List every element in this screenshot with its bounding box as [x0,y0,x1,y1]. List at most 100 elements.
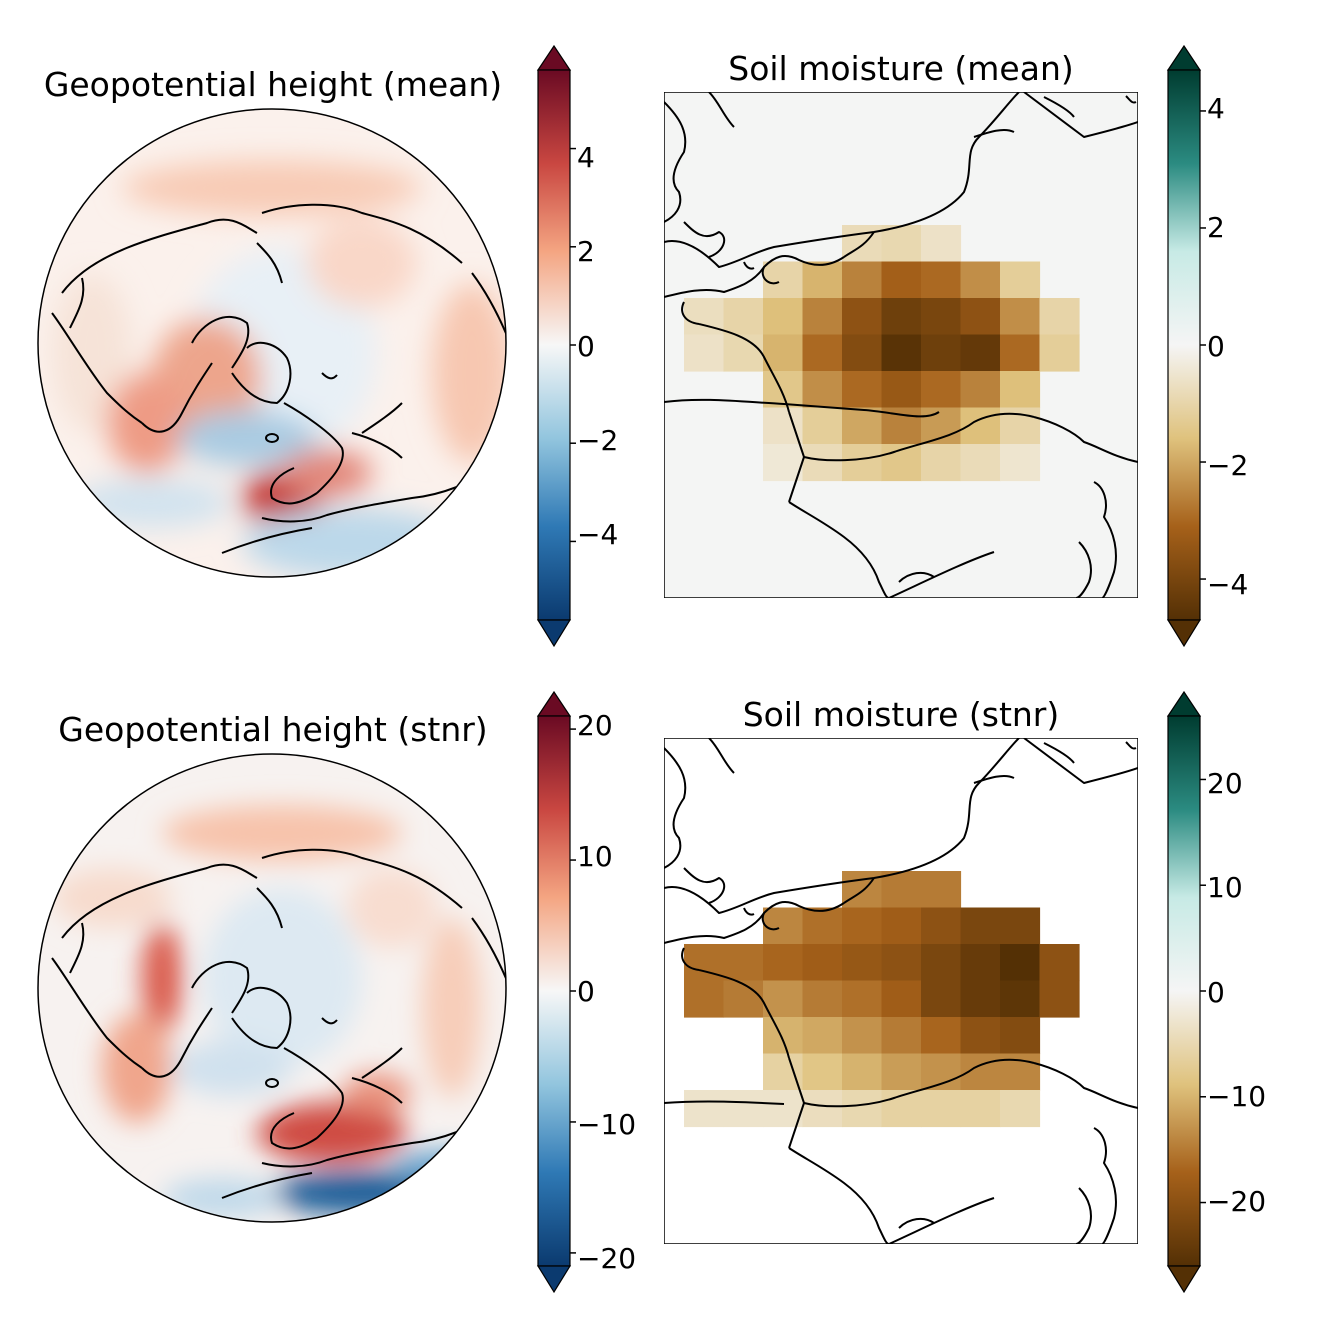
soil-grid-cell [763,407,804,445]
soil-grid-cell [1000,907,1041,945]
panel-title-soil-mean: Soil moisture (mean) [728,49,1074,88]
soil-grid-cell [763,980,804,1018]
colorbar-tick-label: −4 [577,518,619,551]
colorbar-geopotential-stnr [536,690,576,1294]
soil-grid-cell [802,907,843,945]
soil-grid-cell [1000,371,1041,409]
soil-grid-cell [802,980,843,1018]
soil-grid-cell [881,944,922,982]
soil-grid-cell [684,1090,725,1128]
soil-grid-cell [802,1017,843,1055]
soil-grid-cell [921,298,962,336]
soil-grid-cell [1000,944,1041,982]
soil-grid-cell [723,1090,764,1128]
soil-grid-cell [921,261,962,299]
soil-grid-cell [763,1017,804,1055]
colorbar-extend-top [1166,690,1202,717]
soil-grid-cell [802,261,843,299]
france-map-soil-stnr [664,738,1138,1244]
colorbar-tick-label: 20 [1207,767,1243,800]
colorbar-tick-label: 2 [1207,211,1225,244]
colorbar-tick-label: 0 [1207,330,1225,363]
soil-grid-cell [842,225,883,263]
soil-grid-cell [763,1053,804,1091]
colorbar-extend-bottom [536,1265,572,1294]
soil-grid-cell [842,444,883,482]
colorbar-fill [537,69,571,621]
soil-grid-cell [723,334,764,372]
soil-grid-cell [1039,334,1080,372]
soil-grid-cell [1039,298,1080,336]
soil-grid-cell [763,334,804,372]
soil-grid-cell [960,980,1001,1018]
soil-grid-cell [881,1017,922,1055]
soil-grid-cell [881,1053,922,1091]
soil-grid-cell [1000,334,1041,372]
colorbar-tick-label: 10 [1207,871,1243,904]
polar-map-geopotential-mean [37,108,507,578]
colorbar-fill [1167,715,1201,1267]
soil-grid-cell [684,334,725,372]
soil-grid-cell [802,1090,843,1128]
soil-grid-cell [921,944,962,982]
colorbar-tick-label: 0 [1207,976,1225,1009]
colorbar-tick-label: −20 [577,1242,637,1275]
soil-grid-cell [763,907,804,945]
soil-grid-cell [881,871,922,909]
soil-grid-cell [960,261,1001,299]
soil-grid-cell [921,225,962,263]
soil-grid-cell [881,980,922,1018]
colorbar-tick-label: 4 [1207,92,1225,125]
soil-grid-stnr [684,871,1080,1128]
soil-grid-cell [842,261,883,299]
soil-grid-cell [842,1053,883,1091]
soil-grid-cell [881,371,922,409]
colorbar-tick-label: −10 [1207,1080,1267,1113]
soil-grid-cell [763,298,804,336]
soil-grid-cell [802,298,843,336]
soil-grid-cell [842,371,883,409]
soil-grid-cell [960,1017,1001,1055]
soil-grid-cell [921,334,962,372]
soil-grid-cell [842,334,883,372]
panel-title-geopotential-mean: Geopotential height (mean) [43,65,503,104]
colorbar-tick-label: 0 [577,330,595,363]
soil-grid-cell [881,907,922,945]
soil-grid-cell [842,298,883,336]
soil-grid-cell [921,444,962,482]
soil-grid-cell [1000,298,1041,336]
soil-grid-cell [723,298,764,336]
soil-grid-cell [1039,944,1080,982]
soil-grid-cell [921,907,962,945]
soil-grid-cell [763,371,804,409]
colorbar-extend-bottom [1166,619,1202,648]
soil-grid-cell [842,944,883,982]
soil-grid-cell [960,944,1001,982]
panel-title-geopotential-stnr: Geopotential height (stnr) [58,710,488,749]
soil-grid-cell [802,371,843,409]
colorbar-tick-label: 10 [577,840,613,873]
colorbar-tick-label: −2 [1207,449,1249,482]
soil-grid-cell [802,444,843,482]
soil-grid-cell [921,1017,962,1055]
colorbar-tick-label: −4 [1207,568,1249,601]
soil-grid-cell [763,1090,804,1128]
soil-grid-cell [881,334,922,372]
colorbar-fill [1167,69,1201,621]
soil-grid-cell [1000,1090,1041,1128]
soil-grid-cell [723,980,764,1018]
colorbar-tick-label: −2 [577,424,619,457]
soil-grid-cell [960,444,1001,482]
soil-grid-cell [1000,1017,1041,1055]
soil-grid-cell [921,371,962,409]
panel-title-soil-stnr: Soil moisture (stnr) [742,695,1060,734]
soil-grid-cell [802,334,843,372]
soil-grid-cell [842,1017,883,1055]
soil-grid-cell [684,980,725,1018]
soil-grid-cell [1039,980,1080,1018]
colorbar-extend-top [1166,44,1202,71]
soil-grid-cell [842,1090,883,1128]
soil-grid-cell [763,261,804,299]
colorbar-fill [537,715,571,1267]
soil-grid-cell [921,407,962,445]
